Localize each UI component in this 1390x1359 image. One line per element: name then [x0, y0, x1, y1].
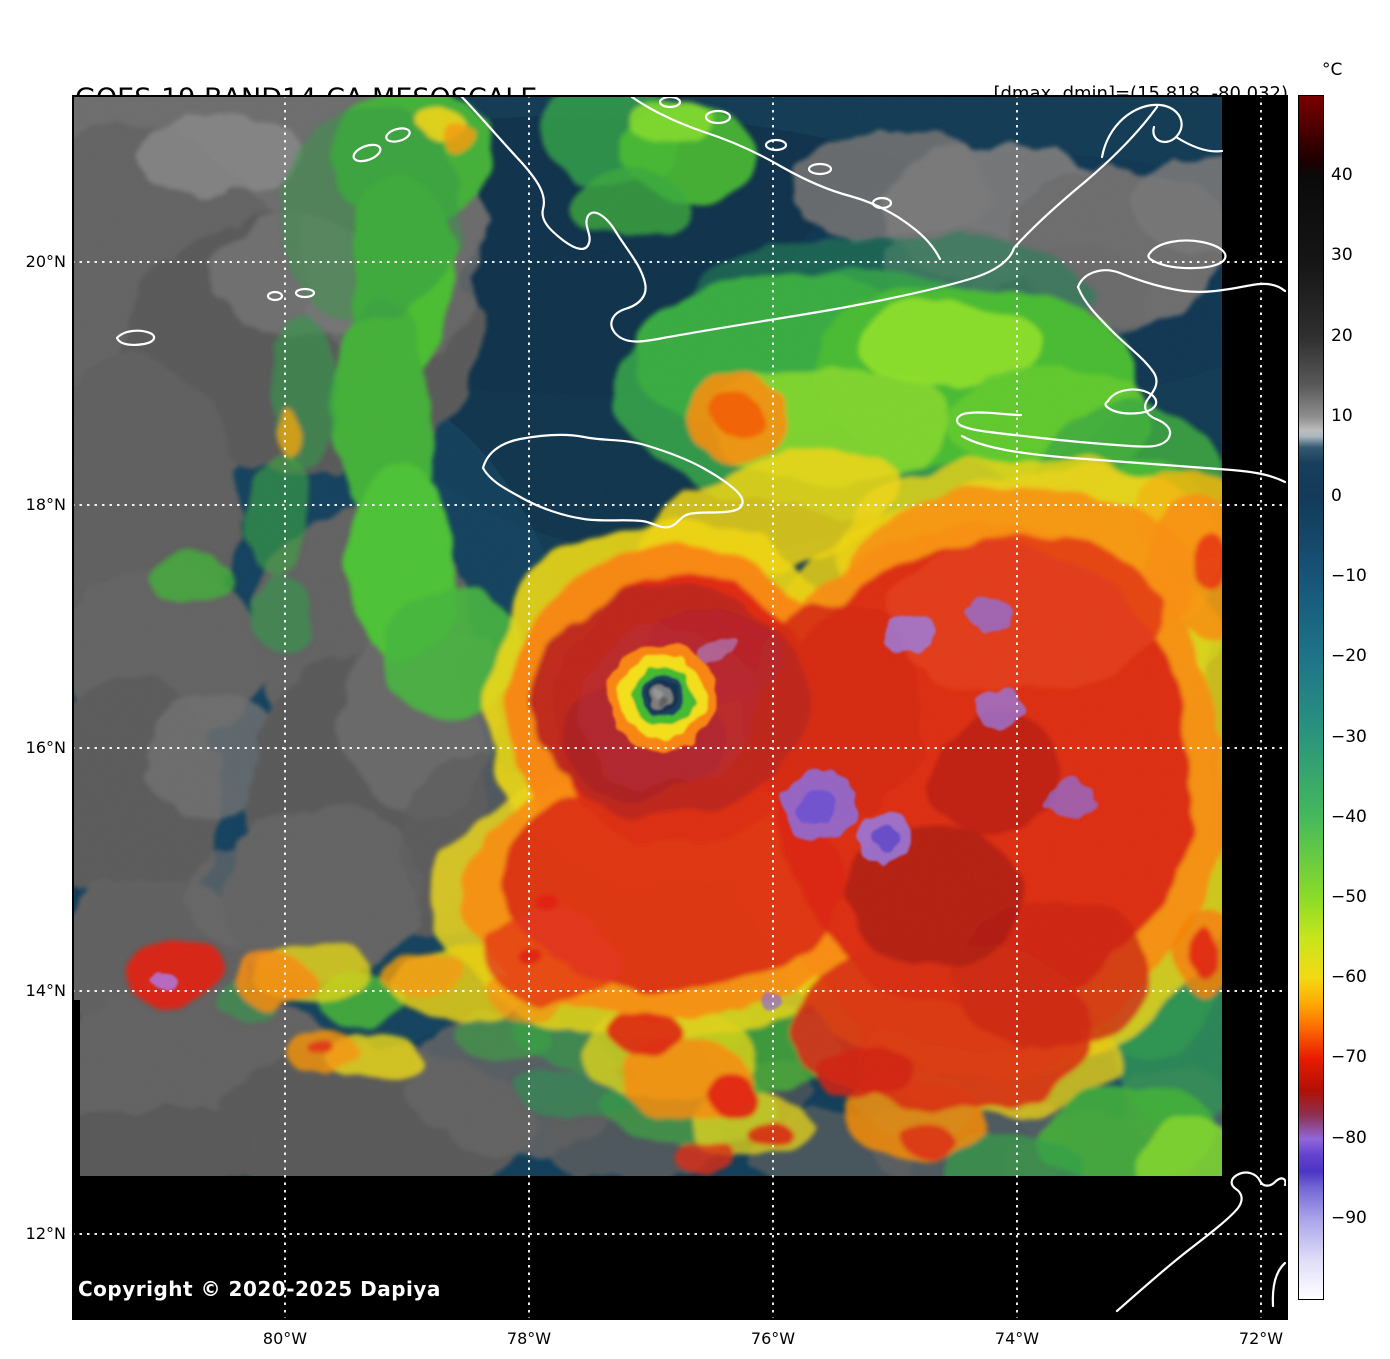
satellite-map-canvas: [72, 95, 1288, 1320]
no-data-region: [72, 95, 1288, 1320]
image-grain: [72, 95, 1288, 1320]
lat-tick-label: 14°N: [25, 981, 66, 1000]
coastline-south-america-2: [1271, 1261, 1287, 1308]
coastline-grand-cayman: [115, 329, 156, 346]
coastline-jamaica: [481, 433, 744, 529]
colorbar-tick: 40: [1331, 165, 1353, 186]
coastline-hispaniola-north: [1076, 269, 1287, 294]
colorbar-tick: −40: [1331, 806, 1367, 827]
lat-tick-label: 18°N: [25, 495, 66, 514]
coastline-cuba: [458, 95, 1159, 343]
coastline-gonave: [1104, 388, 1158, 415]
coastline-cuba-hook: [1100, 103, 1224, 159]
colorbar-tick: −20: [1331, 646, 1367, 667]
coastline-inagua: [1147, 239, 1227, 270]
lon-tick-label: 72°W: [1238, 1329, 1284, 1348]
colorbar-tick: 10: [1331, 405, 1353, 426]
lon-tick-label: 74°W: [994, 1329, 1040, 1348]
colorbar-tick: 30: [1331, 245, 1353, 266]
lat-tick-label: 20°N: [25, 252, 66, 271]
colorbar-tick: −10: [1331, 566, 1367, 587]
colorbar-tick: 0: [1331, 486, 1342, 506]
colorbar: [1298, 95, 1324, 1300]
graticule: [72, 95, 1288, 1320]
colorbar-unit-label: °C: [1322, 60, 1343, 80]
colorbar-tick: −60: [1331, 967, 1367, 988]
lat-tick-label: 12°N: [25, 1224, 66, 1243]
colorbar-tick: 20: [1331, 325, 1353, 346]
coastline-south-america: [1115, 1171, 1287, 1313]
lat-tick-label: 16°N: [25, 738, 66, 757]
lon-tick-label: 80°W: [262, 1329, 308, 1348]
lon-tick-label: 76°W: [750, 1329, 796, 1348]
colorbar-tick: −30: [1331, 726, 1367, 747]
coastline-hispaniola-south: [960, 434, 1287, 484]
colorbar-tick: −70: [1331, 1047, 1367, 1068]
coastlines: [115, 95, 1287, 1313]
coastline-hispaniola-west: [955, 285, 1172, 448]
colorbar-tick: −50: [1331, 887, 1367, 907]
colorbar-tick: −80: [1331, 1127, 1367, 1148]
coastline-cuba-north: [630, 95, 942, 261]
satellite-image: [72, 95, 1288, 1320]
copyright-watermark: Copyright © 2020-2025 Dapiya: [78, 1277, 441, 1301]
plot-frame: [72, 95, 1288, 1320]
lon-tick-label: 78°W: [506, 1329, 552, 1348]
colorbar-tick: −90: [1331, 1207, 1367, 1228]
